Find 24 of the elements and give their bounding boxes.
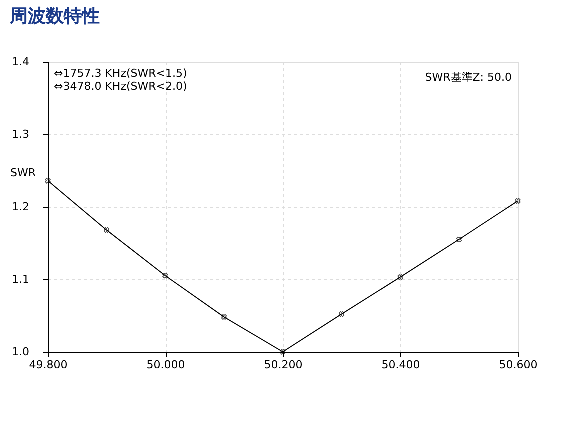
- y-axis-title: SWR: [10, 166, 36, 180]
- x-tick-label: 50.000: [146, 358, 186, 372]
- x-tick-label: 50.400: [382, 358, 420, 372]
- x-tick-label: 50.200: [264, 358, 303, 372]
- point: [456, 236, 462, 242]
- y-tick-label: 1.0: [12, 346, 30, 358]
- x-tick-label: 49.800: [29, 358, 68, 372]
- point: [280, 349, 286, 355]
- point: [221, 314, 228, 320]
- chart-title: 周波数特性: [9, 6, 100, 27]
- point: [45, 178, 51, 184]
- point: [398, 274, 404, 280]
- point: [104, 227, 110, 234]
- y-tick-label: 1.1: [12, 273, 30, 286]
- annotation: ⇔3478.0 KHz(SWR<2.0): [54, 80, 188, 93]
- y-tick-label: 1.3: [12, 128, 30, 141]
- point: [162, 273, 168, 279]
- x-tick-label: 50.600: [499, 358, 538, 372]
- annotation: SWR基準Z: 50.0: [425, 71, 512, 84]
- y-tick-label: 1.4: [12, 56, 30, 68]
- point: [515, 198, 521, 204]
- y-tick-label: 1.2: [12, 200, 30, 214]
- annotation: ⇔1757.3 KHz(SWR<1.5): [54, 67, 188, 80]
- point: [338, 311, 345, 318]
